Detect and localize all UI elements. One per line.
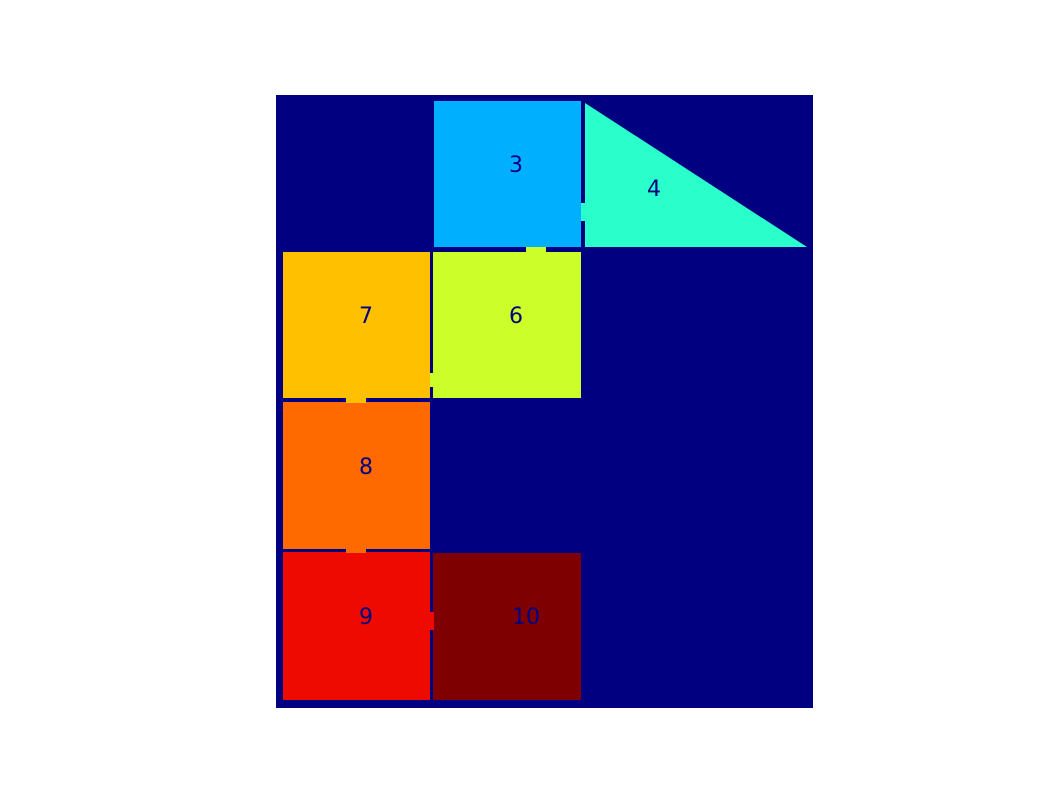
- tile-7: [283, 252, 430, 398]
- tile-6-label: 6: [509, 304, 523, 329]
- tile-7-label: 7: [359, 304, 373, 329]
- tile-9-label: 9: [359, 605, 373, 630]
- connector-9-10: [429, 612, 434, 630]
- tile-8: [283, 402, 430, 549]
- tile-6: [433, 252, 581, 398]
- tile-10: [433, 553, 581, 700]
- connector-7-8: [346, 397, 366, 403]
- tile-10-label: 10: [512, 605, 540, 630]
- tile-3-label: 3: [509, 153, 523, 178]
- tile-4: [585, 103, 807, 247]
- tile-4-label: 4: [647, 177, 661, 202]
- connector-8-9: [346, 548, 366, 553]
- tile-board: 3 4 7 6 8 9 10: [276, 95, 813, 708]
- connector-7-6: [430, 373, 434, 387]
- tile-8-label: 8: [359, 455, 373, 480]
- connector-3-6: [526, 247, 546, 253]
- tile-9: [283, 552, 430, 700]
- tile-3: [434, 101, 581, 247]
- connector-3-4: [581, 203, 586, 221]
